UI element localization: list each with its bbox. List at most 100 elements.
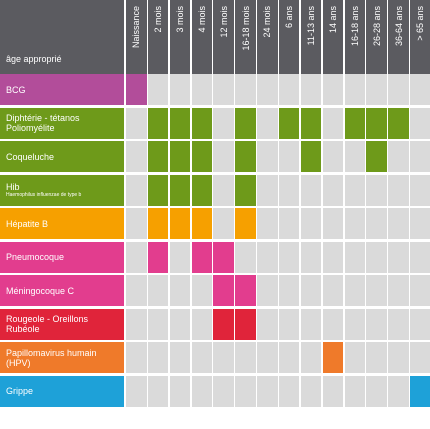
schedule-cell-empty: [257, 107, 278, 139]
schedule-cell-empty: [388, 74, 409, 105]
schedule-cell-empty: [191, 375, 213, 407]
schedule-cell-empty: [366, 342, 387, 373]
vaccine-label-hepatite-b: Hépatite B: [0, 208, 124, 239]
schedule-cell-empty: [322, 141, 344, 172]
column-header: 16-18 mois: [235, 0, 256, 74]
schedule-cell-empty: [366, 174, 387, 206]
schedule-cell-empty: [410, 241, 430, 273]
vaccine-label-grippe: Grippe: [0, 375, 124, 407]
schedule-cell-filled: [322, 342, 344, 373]
schedule-cell-empty: [126, 308, 147, 340]
column-header: 4 mois: [191, 0, 213, 74]
column-header-label: 12 mois: [218, 6, 229, 38]
column-header-label: 14 ans: [327, 6, 338, 34]
schedule-cell-empty: [388, 275, 409, 306]
vaccine-name-line: Hépatite B: [6, 218, 49, 229]
schedule-cell-empty: [388, 241, 409, 273]
schedule-cell-empty: [322, 241, 344, 273]
schedule-cell-empty: [366, 74, 387, 105]
schedule-cell-empty: [169, 74, 191, 105]
schedule-cell-empty: [366, 375, 387, 407]
vaccine-name-line: Rubéole: [6, 324, 40, 334]
schedule-cell-empty: [410, 141, 430, 172]
schedule-cell-filled: [191, 107, 213, 139]
schedule-cell-empty: [147, 308, 169, 340]
schedule-cell-empty: [278, 275, 300, 306]
schedule-cell-filled: [300, 107, 322, 139]
vaccine-name-line: Grippe: [6, 386, 34, 396]
schedule-cell-filled: [235, 141, 256, 172]
schedule-cell-empty: [278, 208, 300, 239]
schedule-cell-empty: [257, 241, 278, 273]
schedule-cell-empty: [366, 241, 387, 273]
schedule-cell-empty: [322, 308, 344, 340]
column-header-label: 4 mois: [196, 6, 207, 33]
vaccine-name-line: Méningocoque C: [6, 285, 75, 296]
schedule-cell-filled: [300, 141, 322, 172]
schedule-cell-empty: [344, 174, 366, 206]
schedule-cell-filled: [147, 241, 169, 273]
schedule-cell-filled: [213, 241, 234, 273]
schedule-cell-empty: [410, 275, 430, 306]
column-header: 16-18 ans: [344, 0, 366, 74]
schedule-cell-empty: [191, 74, 213, 105]
schedule-cell-empty: [169, 342, 191, 373]
schedule-cell-empty: [169, 241, 191, 273]
vaccine-name-line: BCG: [6, 84, 26, 95]
schedule-cell-empty: [147, 74, 169, 105]
schedule-cell-empty: [322, 107, 344, 139]
schedule-cell-empty: [235, 342, 256, 373]
schedule-cell-filled: [169, 141, 191, 172]
column-header-label: Naissance: [131, 6, 142, 49]
schedule-cell-empty: [322, 208, 344, 239]
schedule-cell-empty: [126, 342, 147, 373]
schedule-cell-empty: [257, 141, 278, 172]
schedule-cell-empty: [300, 375, 322, 407]
schedule-cell-filled: [147, 107, 169, 139]
schedule-cell-empty: [366, 308, 387, 340]
schedule-cell-filled: [169, 107, 191, 139]
vaccine-label-diphterie: Diphtérie - tétanos Poliomyélite: [0, 107, 124, 139]
schedule-cell-empty: [388, 174, 409, 206]
schedule-cell-empty: [126, 275, 147, 306]
schedule-cell-empty: [213, 141, 234, 172]
column-header-label: 36-64 ans: [393, 6, 404, 47]
schedule-cell-empty: [300, 342, 322, 373]
age-appropriate-label: âge approprié: [6, 54, 62, 64]
schedule-cell-empty: [322, 74, 344, 105]
column-header: 6 ans: [278, 0, 300, 74]
column-header-label: 26-28 ans: [371, 6, 382, 47]
schedule-cell-filled: [235, 308, 256, 340]
schedule-cell-empty: [410, 208, 430, 239]
schedule-cell-empty: [366, 208, 387, 239]
schedule-cell-empty: [278, 308, 300, 340]
schedule-cell-empty: [257, 208, 278, 239]
column-header: 26-28 ans: [366, 0, 387, 74]
schedule-cell-filled: [366, 107, 387, 139]
schedule-cell-filled: [191, 141, 213, 172]
schedule-cell-empty: [257, 275, 278, 306]
schedule-cell-filled: [191, 174, 213, 206]
schedule-cell-empty: [213, 208, 234, 239]
schedule-cell-empty: [278, 74, 300, 105]
schedule-cell-empty: [257, 174, 278, 206]
schedule-cell-empty: [388, 141, 409, 172]
schedule-cell-empty: [191, 275, 213, 306]
schedule-cell-filled: [147, 141, 169, 172]
column-header-label: 16-18 mois: [240, 6, 251, 51]
column-header-label: 24 mois: [262, 6, 273, 38]
schedule-cell-empty: [410, 174, 430, 206]
schedule-cell-empty: [213, 375, 234, 407]
schedule-cell-empty: [126, 141, 147, 172]
schedule-cell-empty: [278, 375, 300, 407]
column-header: 3 mois: [169, 0, 191, 74]
schedule-cell-empty: [344, 342, 366, 373]
schedule-cell-empty: [213, 107, 234, 139]
schedule-cell-empty: [278, 174, 300, 206]
schedule-cell-empty: [344, 241, 366, 273]
column-header: 24 mois: [257, 0, 278, 74]
schedule-cell-empty: [235, 74, 256, 105]
column-header-label: 2 mois: [153, 6, 164, 33]
column-header-label: 3 mois: [174, 6, 185, 33]
schedule-cell-filled: [169, 208, 191, 239]
